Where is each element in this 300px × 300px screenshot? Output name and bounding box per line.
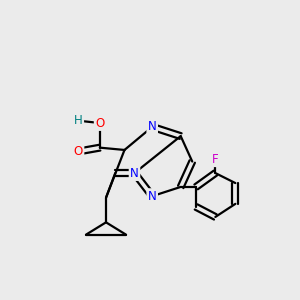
Text: N: N <box>148 120 157 134</box>
Text: N: N <box>130 167 139 180</box>
Text: O: O <box>74 145 83 158</box>
Text: O: O <box>95 116 104 130</box>
Text: N: N <box>148 190 157 203</box>
Text: H: H <box>74 114 83 127</box>
Text: F: F <box>212 153 219 166</box>
